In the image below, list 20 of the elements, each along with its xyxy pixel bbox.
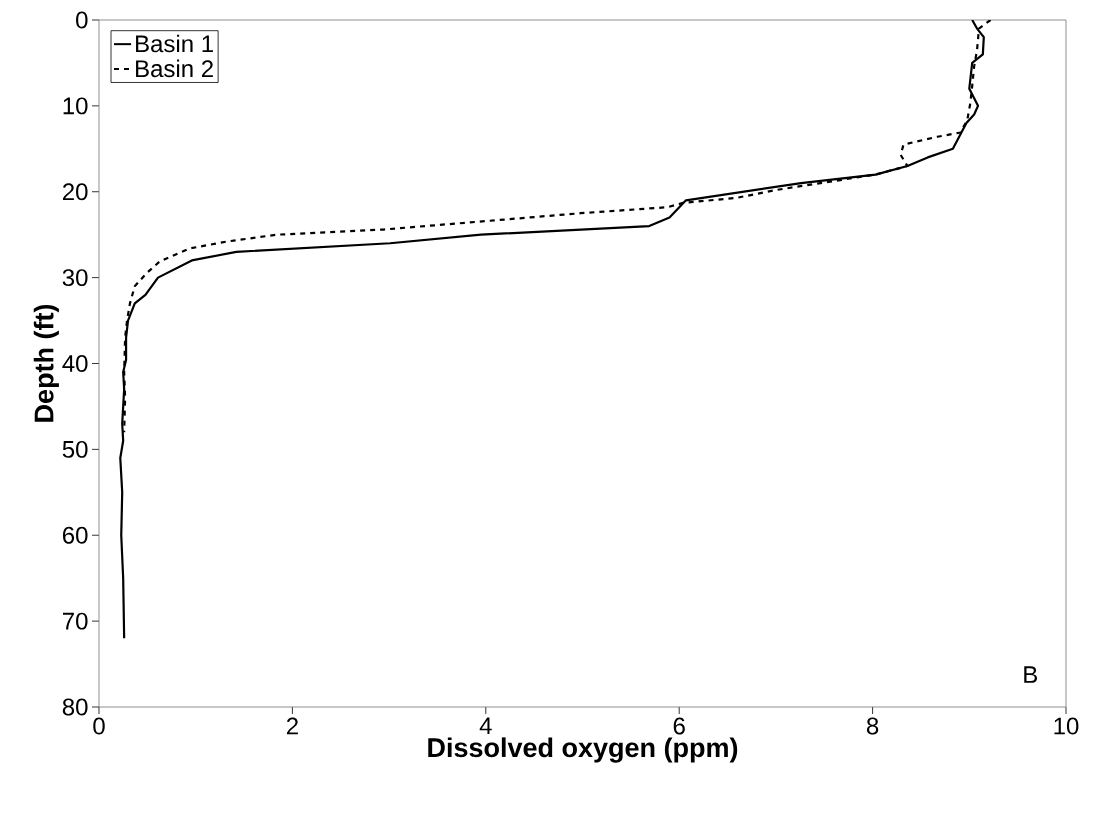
x-tick-label: 8 — [866, 717, 879, 735]
y-tick-label: 70 — [63, 612, 88, 630]
legend-label: Basin 2 — [136, 59, 213, 78]
y-tick-label: 60 — [63, 526, 88, 544]
y-tick-label: 30 — [62, 269, 88, 287]
y-tick-label: 40 — [62, 355, 88, 372]
y-axis-title: Depth (ft) — [33, 304, 59, 422]
x-tick-label: 10 — [1054, 717, 1079, 735]
y-tick-label: 10 — [63, 97, 88, 115]
y-tick-label: 50 — [62, 440, 88, 458]
annotation: B — [1024, 666, 1038, 683]
x-tick-label: 4 — [479, 717, 492, 735]
x-tick-label: 2 — [286, 717, 298, 735]
y-tick-label: 0 — [76, 11, 88, 29]
legend-label: Basin 1 — [136, 34, 213, 53]
y-tick-label: 20 — [62, 183, 88, 201]
x-tick-label: 6 — [673, 717, 685, 735]
x-axis-title: Dissolved oxygen (ppm) — [428, 737, 738, 763]
y-tick-label: 80 — [62, 698, 88, 716]
x-tick-label: 0 — [93, 717, 105, 735]
